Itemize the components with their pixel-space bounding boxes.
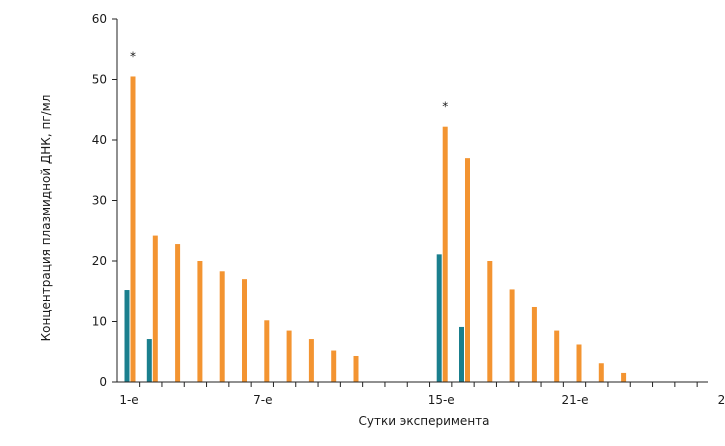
bar-orange xyxy=(465,158,470,382)
bar-orange xyxy=(353,355,359,382)
bar-orange xyxy=(286,330,292,382)
y-tick-label: 60 xyxy=(92,12,107,26)
y-axis-label: Концентрация плазмидной ДНК, пг/мл xyxy=(39,95,53,342)
y-tick-label: 50 xyxy=(92,73,107,87)
bar-orange xyxy=(197,261,203,382)
bar-orange xyxy=(554,330,560,382)
bar-orange xyxy=(331,350,337,382)
y-tick-label: 0 xyxy=(99,375,107,389)
x-tick-label: 28-е xyxy=(718,393,725,407)
bar-orange xyxy=(130,76,136,382)
bars-group xyxy=(124,76,627,382)
bar-teal xyxy=(124,290,130,382)
x-axis-label: Сутки эксперимента xyxy=(358,414,489,428)
significance-marker: * xyxy=(130,49,136,63)
annotations-group: ** xyxy=(130,49,448,113)
bar-teal xyxy=(146,339,152,382)
bar-orange xyxy=(219,271,225,382)
x-axis-ticks: 1-е 7-е 15-е 21-е 28-е xyxy=(119,382,725,407)
y-tick-label: 40 xyxy=(92,133,107,147)
bar-orange xyxy=(152,235,158,382)
bar-orange xyxy=(264,320,270,382)
x-tick-label: 7-е xyxy=(253,393,272,407)
x-tick-label: 1-е xyxy=(119,393,138,407)
significance-marker: * xyxy=(442,100,448,114)
y-tick-label: 10 xyxy=(92,315,107,329)
bar-orange xyxy=(576,344,582,382)
bar-teal xyxy=(459,326,464,382)
y-tick-label: 20 xyxy=(92,254,107,268)
x-tick-label: 21-е xyxy=(562,393,589,407)
bar-orange xyxy=(242,279,247,382)
bar-orange xyxy=(175,244,181,382)
bar-orange xyxy=(531,306,537,382)
y-tick-label: 30 xyxy=(92,194,107,208)
bar-orange xyxy=(442,126,448,382)
bar-orange xyxy=(487,261,493,382)
bar-orange xyxy=(621,372,627,382)
bar-orange xyxy=(598,363,604,382)
bar-teal xyxy=(436,254,442,382)
bar-orange xyxy=(509,289,515,382)
y-axis-ticks: 0 10 20 30 40 50 60 xyxy=(92,12,117,389)
x-tick-label: 15-е xyxy=(428,393,455,407)
bar-orange xyxy=(308,339,314,382)
